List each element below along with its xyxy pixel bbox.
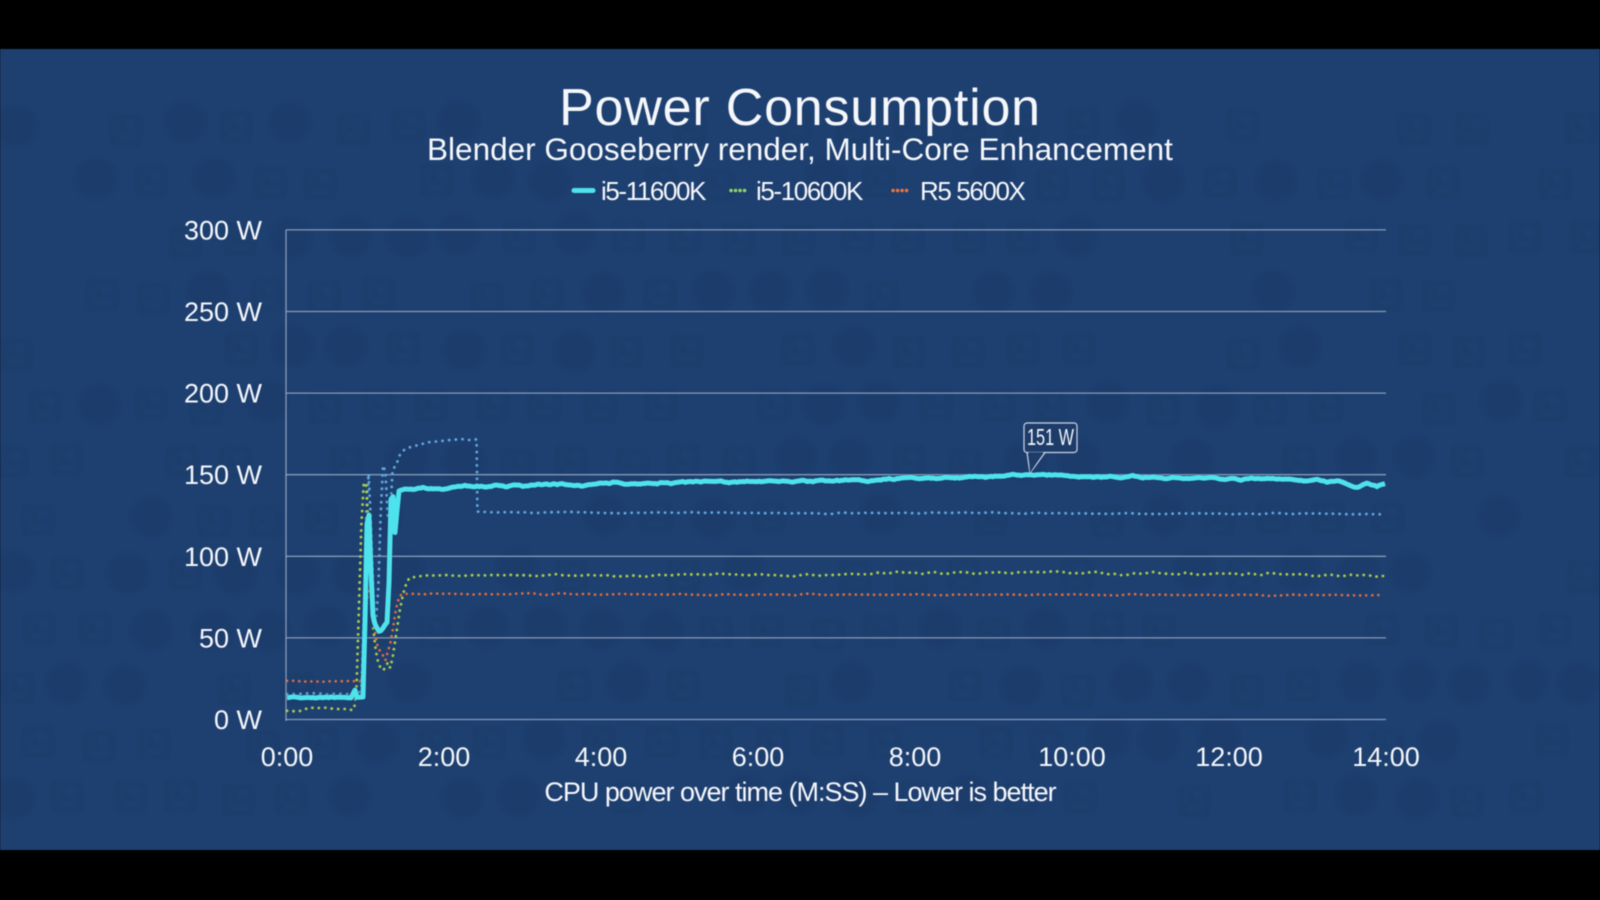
svg-text:150 W: 150 W xyxy=(184,460,263,490)
svg-text:6:00: 6:00 xyxy=(732,742,785,772)
svg-text:300 W: 300 W xyxy=(184,215,263,245)
svg-text:Power Consumption: Power Consumption xyxy=(559,79,1041,137)
svg-text:8:00: 8:00 xyxy=(889,742,942,772)
svg-text:i5-10600K: i5-10600K xyxy=(756,176,864,206)
svg-text:14:00: 14:00 xyxy=(1352,742,1420,772)
svg-text:10:00: 10:00 xyxy=(1038,742,1106,772)
svg-text:Blender Gooseberry render, Mul: Blender Gooseberry render, Multi-Core En… xyxy=(427,131,1173,167)
svg-text:i5-11600K: i5-11600K xyxy=(601,176,707,206)
svg-text:R5 5600X: R5 5600X xyxy=(920,176,1025,206)
svg-text:250 W: 250 W xyxy=(184,297,263,327)
svg-text:50 W: 50 W xyxy=(199,623,263,653)
svg-text:0 W: 0 W xyxy=(214,705,263,735)
svg-text:4:00: 4:00 xyxy=(575,742,628,772)
svg-text:100 W: 100 W xyxy=(184,542,263,572)
svg-text:CPU power over time (M:SS) – L: CPU power over time (M:SS) – Lower is be… xyxy=(544,777,1056,807)
svg-text:200 W: 200 W xyxy=(184,379,263,409)
svg-text:0:00: 0:00 xyxy=(261,742,314,772)
svg-text:12:00: 12:00 xyxy=(1195,742,1263,772)
svg-text:151 W: 151 W xyxy=(1027,424,1074,450)
svg-text:2:00: 2:00 xyxy=(418,742,471,772)
